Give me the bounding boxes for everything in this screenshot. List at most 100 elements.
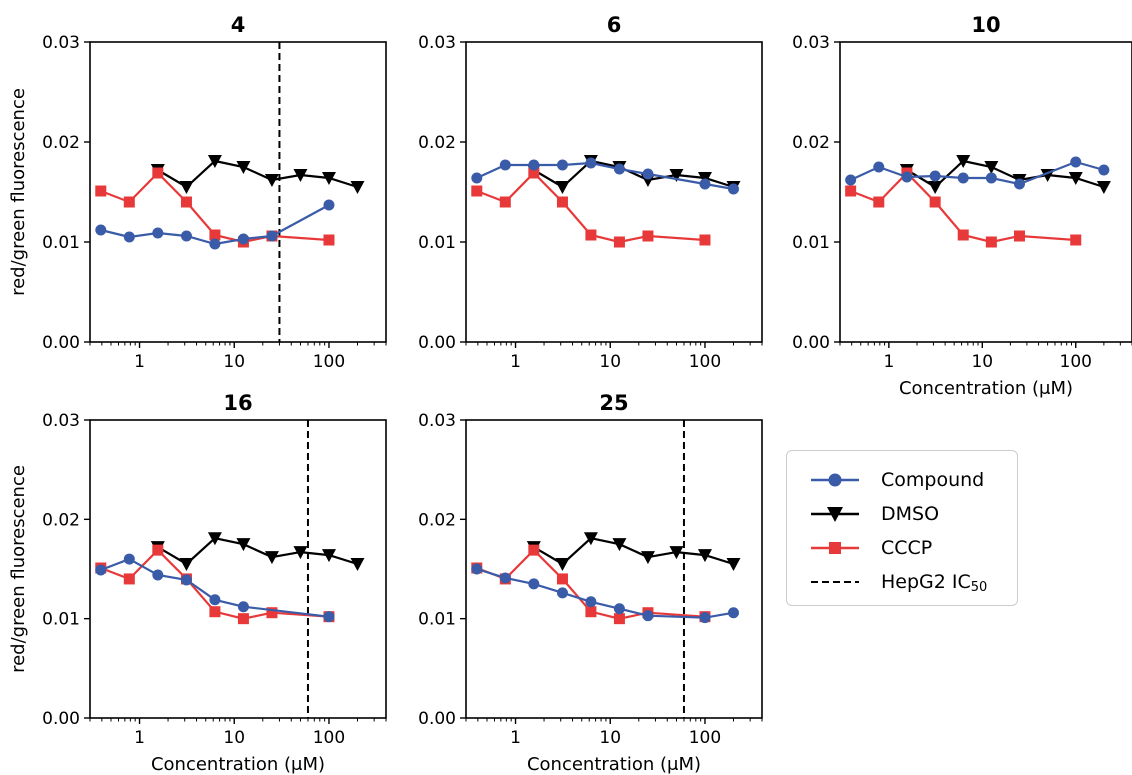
cccp-point xyxy=(209,229,221,241)
cccp-point xyxy=(957,229,969,241)
dmso-point xyxy=(984,161,999,174)
y-tick-label: 0.02 xyxy=(418,510,456,530)
compound-point xyxy=(123,231,135,243)
compound-point xyxy=(209,594,221,606)
y-tick-label: 0.00 xyxy=(42,333,80,353)
dmso-point xyxy=(612,538,627,552)
cccp-point xyxy=(209,606,221,618)
x-tick-label: 10 xyxy=(223,352,245,372)
dmso-point xyxy=(321,172,336,185)
cccp-point xyxy=(1013,230,1025,242)
compound-point xyxy=(556,587,568,599)
compound-point xyxy=(471,172,483,184)
cccp-point xyxy=(528,167,540,179)
compound-point xyxy=(699,612,711,624)
compound-point xyxy=(901,171,913,183)
compound-point xyxy=(237,233,249,245)
cccp-point xyxy=(642,230,654,242)
compound-point xyxy=(152,227,164,239)
y-tick-label: 0.01 xyxy=(792,233,830,253)
panel-25: 25 0.00 0.01 0.02 0.03 1 10 100 Concentration (μ… xyxy=(418,391,763,775)
cccp-point xyxy=(585,229,597,241)
cccp-point xyxy=(152,544,164,556)
x-tick-label: 10 xyxy=(223,728,245,748)
dmso-point xyxy=(583,532,598,546)
cccp-point xyxy=(123,196,135,208)
compound-point xyxy=(180,230,192,242)
panel-10: 10 0.00 0.01 0.02 0.03 1 10 100 Concentration (μ… xyxy=(792,13,1132,399)
compound-point xyxy=(642,610,654,622)
y-tick-label: 0.01 xyxy=(42,610,80,630)
dmso-point xyxy=(669,169,684,182)
legend-label-cccp: CCCP xyxy=(881,537,933,559)
compound-point xyxy=(727,183,739,195)
compound-point xyxy=(323,199,335,211)
compound-point xyxy=(585,596,597,608)
cccp-point xyxy=(323,234,335,246)
dmso-point xyxy=(928,181,943,194)
dmso-point xyxy=(1096,181,1111,194)
cccp-point xyxy=(95,185,107,197)
y-tick-label: 0.03 xyxy=(418,411,456,431)
panel-frame xyxy=(839,41,1132,343)
y-tick-label: 0.02 xyxy=(418,133,456,153)
y-tick-label: 0.03 xyxy=(42,411,80,431)
compound-point xyxy=(323,611,335,623)
x-tick-label: 10 xyxy=(971,352,993,372)
cccp-point xyxy=(613,236,625,248)
panel-title: 25 xyxy=(599,391,628,415)
y-tick-label: 0.00 xyxy=(792,333,830,353)
compound-point xyxy=(873,161,885,173)
legend-label-dmso: DMSO xyxy=(881,503,940,525)
dmso-point xyxy=(207,155,222,168)
x-tick-label: 100 xyxy=(313,352,345,372)
x-tick-label: 100 xyxy=(689,352,721,372)
compound-point xyxy=(471,563,483,575)
cccp-point xyxy=(985,236,997,248)
cccp-point xyxy=(556,196,568,208)
compound-point xyxy=(528,159,540,171)
y-axis-label: red/green fluorescence xyxy=(8,88,29,296)
cccp-point xyxy=(152,167,164,179)
dmso-point xyxy=(236,538,251,552)
panel-4: 4 0.00 0.01 0.02 0.03 1 10 100 red/green fluores… xyxy=(8,13,387,372)
x-tick-label: 10 xyxy=(599,728,621,748)
cccp-point xyxy=(585,606,597,618)
y-tick-label: 0.03 xyxy=(418,33,456,53)
compound-point xyxy=(985,172,997,184)
dmso-point xyxy=(555,181,570,194)
compound-point xyxy=(613,603,625,615)
compound-point xyxy=(499,572,511,584)
dmso-point xyxy=(236,161,251,174)
dmso-point xyxy=(669,546,684,560)
cccp-point xyxy=(123,573,135,585)
x-tick-label: 1 xyxy=(510,728,521,748)
y-tick-label: 0.01 xyxy=(418,233,456,253)
panel-frame xyxy=(465,41,763,343)
dmso-point xyxy=(1068,172,1083,185)
dmso-point xyxy=(207,532,222,546)
dmso-point xyxy=(293,546,308,560)
dmso-point xyxy=(350,558,365,572)
compound-point xyxy=(499,159,511,171)
dmso-point xyxy=(264,174,279,187)
x-tick-label: 1 xyxy=(134,728,145,748)
dmso-point xyxy=(293,169,308,182)
legend: Compound DMSO CCCP HepG2 IC50 xyxy=(786,450,1018,606)
y-tick-label: 0.03 xyxy=(42,33,80,53)
panel-16: 16 0.00 0.01 0.02 0.03 1 10 100 red/green fluore… xyxy=(8,391,387,775)
compound-point xyxy=(585,157,597,169)
dmso-point xyxy=(264,551,279,565)
y-tick-label: 0.03 xyxy=(792,33,830,53)
y-axis-label: red/green fluorescence xyxy=(8,465,29,673)
cccp-point xyxy=(845,185,857,197)
compound-point xyxy=(957,172,969,184)
legend-swatch-cccp xyxy=(811,542,859,554)
legend-entry-dmso: DMSO xyxy=(787,497,1017,531)
panel-frame xyxy=(89,41,387,343)
x-tick-label: 1 xyxy=(134,352,145,372)
dmso-point xyxy=(350,181,365,194)
legend-entry-compound: Compound xyxy=(787,463,1017,497)
x-tick-label: 10 xyxy=(599,352,621,372)
y-tick-label: 0.00 xyxy=(42,709,80,729)
